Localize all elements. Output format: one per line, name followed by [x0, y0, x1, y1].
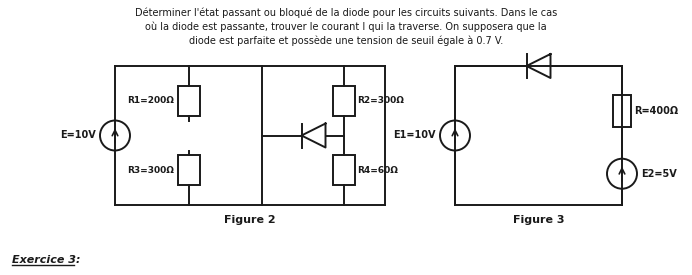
- Text: R1=200Ω: R1=200Ω: [127, 96, 174, 105]
- Text: E1=10V: E1=10V: [394, 131, 436, 141]
- Text: Figure 3: Figure 3: [513, 215, 564, 225]
- Bar: [332, 155, 354, 185]
- Text: E2=5V: E2=5V: [641, 169, 677, 179]
- Text: R=400Ω: R=400Ω: [634, 106, 678, 116]
- Text: E=10V: E=10V: [60, 131, 96, 141]
- Bar: [613, 95, 631, 127]
- Text: Figure 2: Figure 2: [224, 215, 276, 225]
- Bar: [332, 86, 354, 116]
- Text: Déterminer l'état passant ou bloqué de la diode pour les circuits suivants. Dans: Déterminer l'état passant ou bloqué de l…: [135, 8, 557, 46]
- Text: R3=300Ω: R3=300Ω: [127, 166, 174, 175]
- Bar: [178, 86, 199, 116]
- Bar: [178, 155, 199, 185]
- Text: R4=60Ω: R4=60Ω: [358, 166, 399, 175]
- Text: Exercice 3:: Exercice 3:: [12, 255, 80, 265]
- Text: R2=300Ω: R2=300Ω: [358, 96, 404, 105]
